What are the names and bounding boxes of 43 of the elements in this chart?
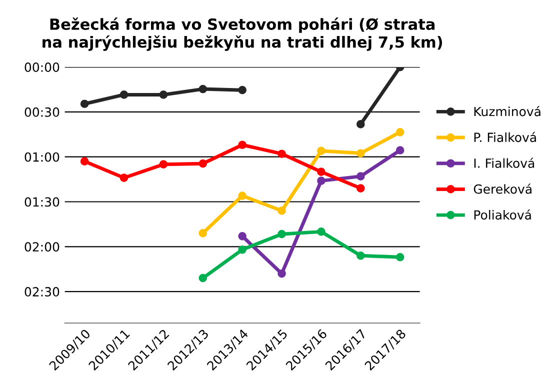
point	[120, 174, 128, 182]
legend-label: Kuzminová	[474, 106, 540, 116]
point	[238, 245, 246, 254]
y-tick-label: 02:00	[24, 242, 60, 252]
point	[198, 274, 208, 282]
y-tick-label: 02:30	[24, 287, 60, 296]
chart-title: Bežecká forma vo Svetovom pohári (Ø strata na najrýchlejšiu bežkyňu na trati dlhej 7,5 km)	[42, 18, 442, 51]
point	[238, 232, 246, 240]
point	[317, 228, 326, 236]
point	[356, 172, 365, 180]
y-tick-label: 01:30	[24, 197, 60, 207]
point	[238, 192, 246, 200]
point	[278, 269, 286, 278]
legend-label: P. Fialková	[474, 132, 536, 142]
point	[198, 84, 208, 94]
point	[159, 90, 168, 99]
point	[238, 86, 246, 94]
y-tick-label: 01:00	[24, 152, 60, 162]
point	[317, 168, 326, 176]
point	[396, 146, 404, 154]
point	[317, 146, 326, 156]
point	[396, 252, 404, 262]
point	[396, 128, 404, 136]
legend-label: Gereková	[474, 184, 532, 194]
legend-label: Poliaková	[474, 209, 531, 220]
point	[278, 230, 286, 238]
y-tick-label: 00:30	[24, 107, 60, 117]
point	[278, 150, 286, 158]
point	[80, 157, 89, 166]
point	[120, 90, 128, 99]
point	[80, 100, 89, 108]
point	[317, 176, 326, 185]
y-tick-label: 00:00	[24, 62, 60, 72]
point	[159, 160, 168, 168]
point	[356, 184, 365, 192]
point	[198, 229, 208, 238]
point	[356, 149, 365, 158]
point	[356, 120, 365, 128]
legend-label: I. Fialková	[474, 158, 534, 168]
point	[238, 140, 246, 150]
point	[356, 251, 365, 260]
point	[278, 206, 286, 215]
point	[198, 159, 208, 168]
